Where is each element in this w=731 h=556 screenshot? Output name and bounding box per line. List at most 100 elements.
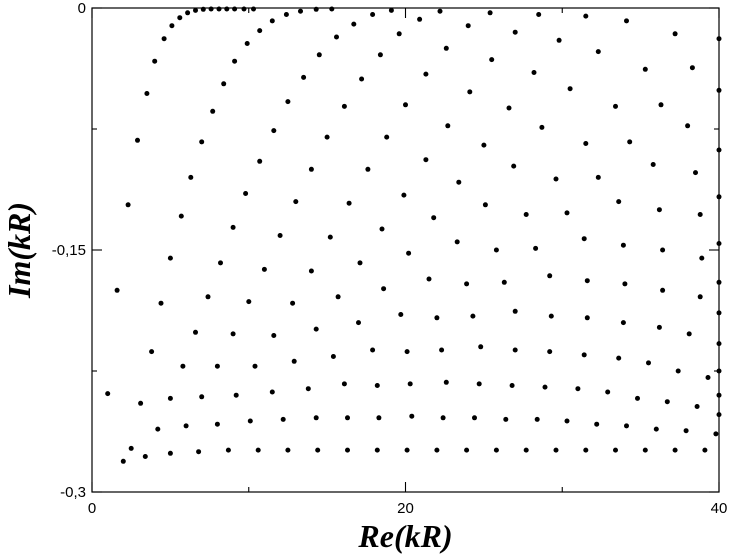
data-point [716,412,722,418]
data-point [620,242,626,248]
data-point [716,36,722,42]
data-point [370,347,376,353]
y-axis-title: Im(kR) [1,202,37,299]
data-point [313,415,319,421]
data-point [437,8,443,14]
x-tick-label: 0 [88,500,96,517]
data-point [635,395,640,401]
data-point [388,7,394,13]
data-point [506,105,512,111]
data-point [185,10,191,16]
data-point [329,6,335,12]
data-point [285,447,291,453]
data-point [351,21,357,27]
data-point [660,287,666,293]
data-point [594,421,600,427]
data-point [301,74,307,80]
data-point [114,287,120,293]
data-point [232,6,238,12]
data-point [230,331,236,337]
data-point [675,368,681,374]
data-point [291,358,297,364]
data-point [417,16,423,22]
data-point [341,103,347,109]
data-point [357,260,363,266]
data-point [512,308,518,314]
data-point [697,212,703,217]
data-point [470,313,476,319]
data-point [374,383,380,388]
data-point [327,234,333,240]
data-point [481,142,487,148]
data-point [269,389,275,395]
data-point [575,386,581,392]
data-point [404,447,410,453]
data-points [105,6,722,464]
data-point [664,399,670,405]
data-point [370,12,376,17]
data-point [489,57,495,63]
data-point [401,192,407,198]
data-point [702,447,708,453]
data-point [341,381,347,387]
data-point [616,355,622,361]
data-point [125,202,131,208]
data-point [149,349,155,355]
data-point [334,34,339,40]
data-point [694,404,700,409]
data-point [705,375,711,380]
data-point [155,426,161,432]
data-point [716,87,722,93]
data-point [660,247,666,253]
data-point [196,449,202,455]
data-point [169,23,175,29]
data-point [476,381,482,387]
data-point [564,418,570,424]
data-point [313,6,319,12]
data-point [255,447,261,453]
data-point [467,89,473,95]
data-point [232,58,238,64]
data-point [324,134,330,140]
data-point [716,341,722,347]
y-tick-label: -0,15 [52,242,86,259]
data-point [523,212,529,217]
data-point [523,447,529,453]
data-point [298,8,303,14]
data-point [280,416,286,422]
data-point [512,347,518,353]
data-point [221,81,227,87]
data-point [283,12,289,17]
data-point [214,363,220,369]
data-point [713,431,719,437]
data-point [305,386,311,392]
data-point [642,447,648,453]
data-point [277,233,283,238]
data-point [167,395,173,401]
data-point [210,108,216,114]
data-point [464,447,470,453]
data-point [293,199,299,205]
data-point [548,313,554,319]
data-point [199,394,205,400]
data-point [534,416,540,422]
data-point [689,65,695,71]
data-point [622,281,628,287]
data-point [365,166,371,172]
data-point [620,320,626,326]
data-point [686,331,692,337]
data-point [308,268,314,274]
data-point [406,250,412,256]
data-point [257,28,263,34]
data-point [252,363,258,369]
data-point [605,389,611,395]
data-point [345,447,350,453]
data-point [656,324,662,330]
data-point [553,176,559,182]
data-point [241,6,247,12]
data-point [627,139,633,145]
data-point [716,310,722,316]
data-point [403,102,408,108]
data-point [653,426,659,432]
data-point [646,360,651,366]
